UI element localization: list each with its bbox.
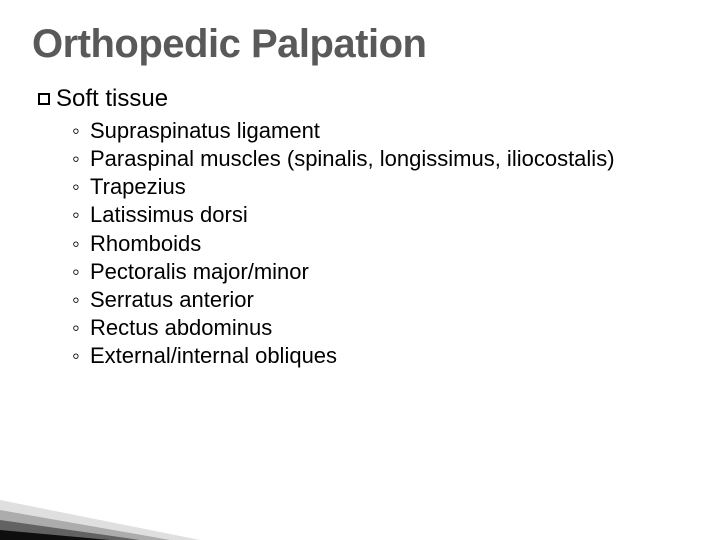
stripe — [0, 520, 140, 540]
ring-bullet-icon: ◦ — [72, 230, 90, 258]
slide: Orthopedic Palpation Soft tissue ◦Supras… — [0, 0, 720, 540]
list-item: ◦Serratus anterior — [72, 286, 690, 314]
list-item-text: Pectoralis major/minor — [90, 258, 690, 286]
list-item-text: Trapezius — [90, 173, 690, 201]
ring-bullet-icon: ◦ — [72, 201, 90, 229]
sub-list: ◦Supraspinatus ligament ◦Paraspinal musc… — [72, 117, 690, 370]
level1-text-part1: Soft — [56, 85, 99, 112]
list-item: ◦External/internal obliques — [72, 342, 690, 370]
ring-bullet-icon: ◦ — [72, 342, 90, 370]
list-item: ◦Paraspinal muscles (spinalis, longissim… — [72, 145, 690, 173]
list-item: ◦Supraspinatus ligament — [72, 117, 690, 145]
ring-bullet-icon: ◦ — [72, 286, 90, 314]
stripe — [0, 510, 170, 540]
list-item: ◦Rhomboids — [72, 230, 690, 258]
list-item-text: External/internal obliques — [90, 342, 690, 370]
stripe — [0, 500, 200, 540]
corner-decoration-icon — [0, 480, 220, 540]
list-item-text: Latissimus dorsi — [90, 201, 690, 229]
ring-bullet-icon: ◦ — [72, 117, 90, 145]
ring-bullet-icon: ◦ — [72, 145, 90, 173]
ring-bullet-icon: ◦ — [72, 314, 90, 342]
list-item: ◦Rectus abdominus — [72, 314, 690, 342]
list-item-text: Serratus anterior — [90, 286, 690, 314]
slide-title: Orthopedic Palpation — [32, 22, 690, 67]
list-item: ◦Pectoralis major/minor — [72, 258, 690, 286]
list-item-text: Supraspinatus ligament — [90, 117, 690, 145]
square-bullet-icon — [38, 93, 50, 105]
ring-bullet-icon: ◦ — [72, 173, 90, 201]
level1-text-part2: tissue — [99, 85, 168, 112]
level1-bullet: Soft tissue — [38, 85, 690, 113]
list-item: ◦Latissimus dorsi — [72, 201, 690, 229]
ring-bullet-icon: ◦ — [72, 258, 90, 286]
list-item-text: Rectus abdominus — [90, 314, 690, 342]
list-item-text: Rhomboids — [90, 230, 690, 258]
list-item-text: Paraspinal muscles (spinalis, longissimu… — [90, 145, 690, 173]
stripe — [0, 530, 110, 540]
list-item: ◦Trapezius — [72, 173, 690, 201]
